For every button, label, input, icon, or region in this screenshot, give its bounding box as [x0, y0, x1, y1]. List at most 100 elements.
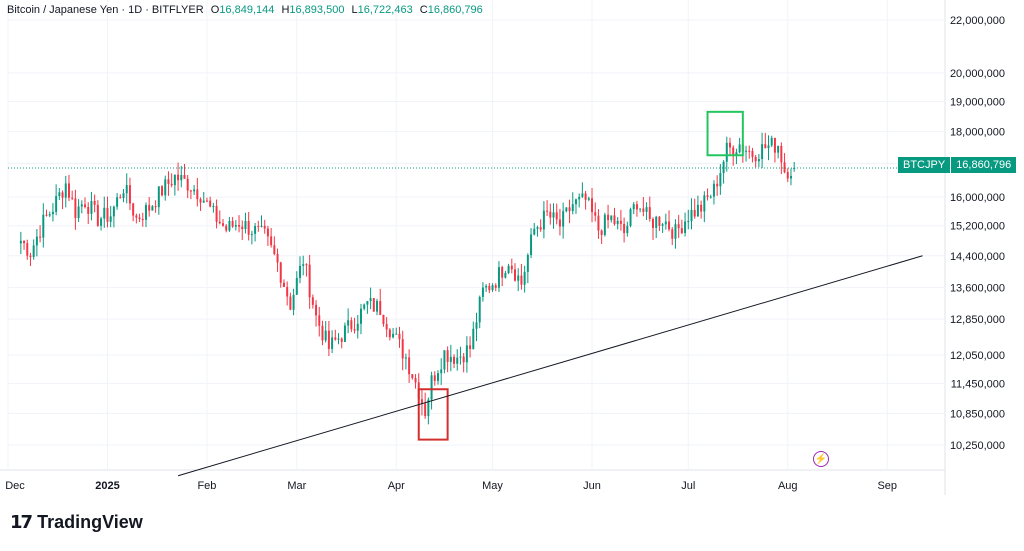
- candle-body: [51, 211, 54, 215]
- candle-body: [764, 144, 767, 149]
- candle-body: [39, 236, 42, 238]
- price-axis[interactable]: 22,000,000 20,000,000 19,000,000 18,000,000…: [950, 15, 1005, 452]
- candle-body: [154, 206, 157, 208]
- candle-body: [748, 150, 751, 152]
- candle-body: [632, 204, 635, 210]
- candle-body: [241, 226, 244, 230]
- candle-body: [703, 195, 706, 212]
- candle-body: [64, 183, 67, 198]
- candle-body: [183, 174, 186, 179]
- candle-body: [77, 206, 80, 218]
- candle-body: [408, 357, 411, 375]
- candle-body: [648, 207, 651, 219]
- candle-body: [26, 243, 29, 256]
- candle-body: [546, 210, 549, 212]
- candle-body: [186, 178, 189, 191]
- candle-body: [350, 320, 353, 330]
- candle-body: [504, 273, 507, 278]
- candle-body: [462, 356, 465, 363]
- candle-body: [80, 204, 83, 207]
- candle-body: [157, 186, 160, 208]
- candle-body: [132, 203, 135, 216]
- candle-body: [485, 285, 488, 288]
- candle-body: [61, 192, 64, 198]
- candle-body: [234, 225, 237, 227]
- candle-body: [48, 214, 51, 216]
- candle-body: [655, 216, 658, 228]
- candle-body: [193, 189, 196, 192]
- candle-body: [299, 265, 302, 278]
- candle-body: [658, 216, 661, 226]
- candle-body: [558, 219, 561, 227]
- candle-body: [311, 297, 314, 305]
- candle-body: [180, 174, 183, 181]
- candle-body: [700, 204, 703, 212]
- y-tick-label: 10,250,000: [950, 440, 1005, 452]
- candle-body: [167, 179, 170, 184]
- candle-body: [469, 345, 472, 350]
- candle-body: [587, 198, 590, 200]
- y-tick-label: 16,000,000: [950, 192, 1005, 204]
- candle-body: [398, 333, 401, 340]
- candle-body: [135, 215, 138, 218]
- symbol-title[interactable]: Bitcoin / Japanese Yen · 1D · BITFLYER: [7, 4, 204, 16]
- candle-body: [584, 193, 587, 200]
- candle-body: [591, 198, 594, 213]
- candle-body: [600, 230, 603, 235]
- x-tick-label: Dec: [5, 480, 25, 492]
- candle-body: [87, 206, 90, 214]
- candle-body: [100, 218, 103, 226]
- candle-body: [597, 215, 600, 231]
- candle-body: [385, 323, 388, 330]
- candle-body: [369, 298, 372, 302]
- candle-body: [164, 179, 167, 196]
- symbol-header: Bitcoin / Japanese Yen · 1D · BITFLYER O…: [7, 4, 487, 16]
- candle-body: [260, 225, 263, 227]
- candle-body: [440, 369, 443, 374]
- candle-body: [453, 356, 456, 364]
- candle-body: [71, 197, 74, 199]
- candle-body: [716, 183, 719, 187]
- badge-price: 16,860,796: [951, 157, 1017, 173]
- lightning-icon[interactable]: ⚡: [813, 451, 829, 467]
- candle-body: [343, 325, 346, 342]
- low-value: 16,722,463: [357, 4, 413, 16]
- candle-body: [475, 322, 478, 329]
- candle-body: [507, 265, 510, 274]
- time-axis[interactable]: Dec 2025 Feb Mar Apr May Jun Jul Aug Sep: [5, 480, 897, 492]
- candle-body: [619, 220, 622, 224]
- candle-body: [116, 197, 119, 207]
- candle-body: [45, 214, 48, 216]
- last-price-badge[interactable]: BTCJPY 16,860,796: [898, 157, 1017, 173]
- candle-body: [257, 226, 260, 228]
- candle-body: [19, 240, 22, 244]
- candle-body: [488, 285, 491, 291]
- candle-body: [109, 216, 112, 222]
- high-value: 16,893,500: [289, 4, 345, 16]
- candle-body: [273, 245, 276, 255]
- close-label: C: [419, 4, 428, 16]
- x-tick-label: Apr: [388, 480, 405, 492]
- candle-body: [465, 345, 468, 363]
- candle-body: [459, 356, 462, 358]
- candle-body: [363, 304, 366, 309]
- candle-body: [276, 254, 279, 263]
- candle-body: [571, 204, 574, 212]
- candle-body: [292, 294, 295, 310]
- candle-body: [308, 264, 311, 298]
- candle-body: [526, 255, 529, 272]
- candle-body: [353, 329, 356, 331]
- candle-body: [318, 315, 321, 326]
- y-tick-label: 10,850,000: [950, 408, 1005, 420]
- candle-body: [225, 225, 228, 231]
- candle-body: [517, 275, 520, 281]
- x-tick-label: Jun: [583, 480, 601, 492]
- candle-body: [209, 200, 212, 207]
- candle-body: [626, 225, 629, 234]
- tradingview-logo[interactable]: 17 TradingView: [10, 512, 143, 533]
- candle-body: [501, 267, 504, 278]
- candle-body: [481, 287, 484, 297]
- candle-body: [446, 350, 449, 362]
- candle-body: [173, 174, 176, 186]
